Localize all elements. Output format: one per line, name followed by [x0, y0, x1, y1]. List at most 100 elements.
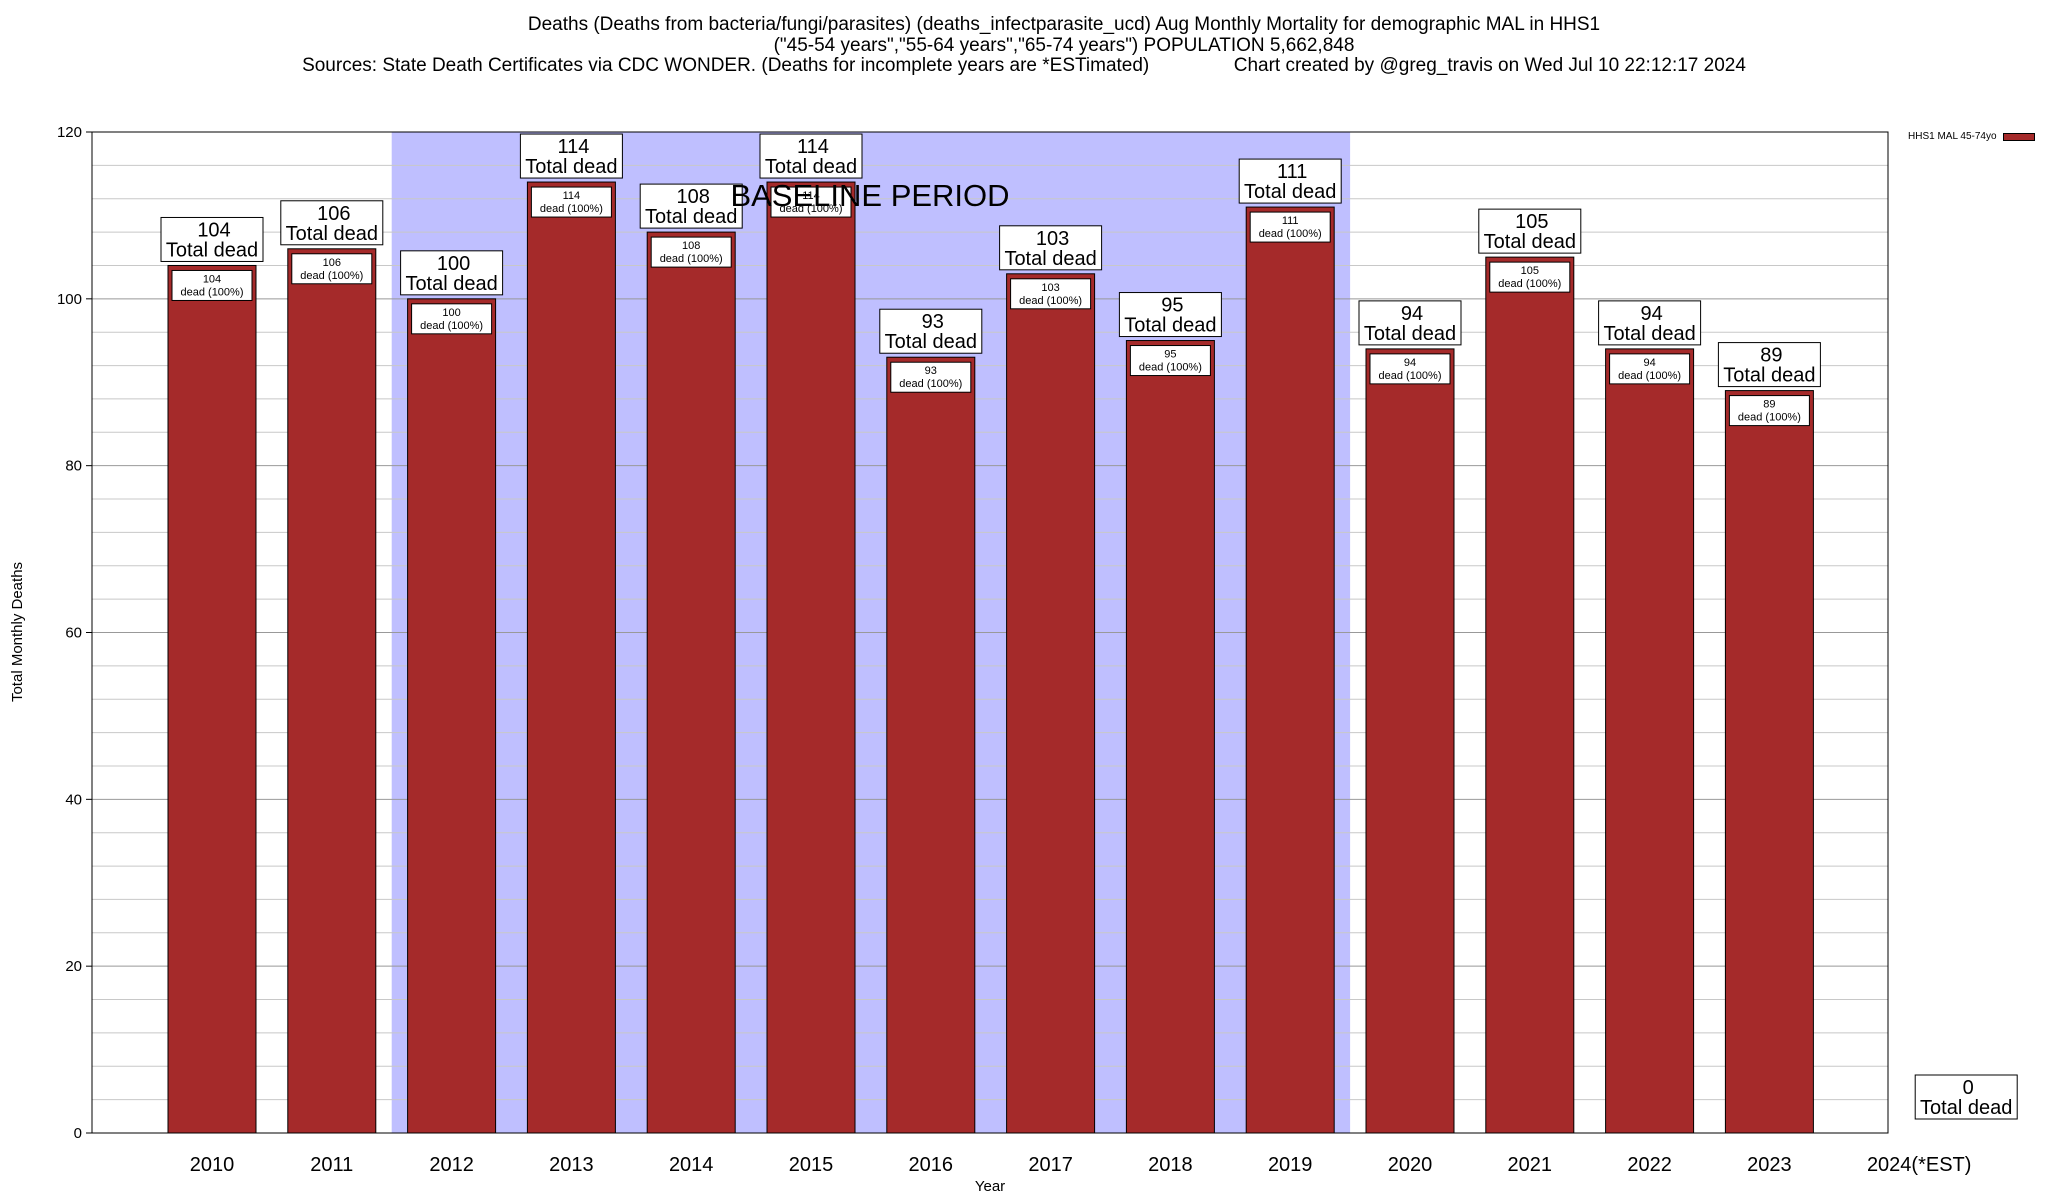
- bar-total-value: 114: [797, 136, 829, 158]
- y-axis-label: Total Monthly Deaths: [9, 562, 26, 702]
- bar-total-label-box: [1238, 158, 1342, 204]
- legend-swatch: [2002, 132, 2035, 141]
- bar-inner-label-box: [291, 253, 373, 285]
- bar-inner-label-box: [1728, 395, 1810, 427]
- bar-inner-label-box: [171, 269, 253, 301]
- bar-total-value: 94: [1640, 303, 1662, 325]
- x-tick-label: 2018: [1148, 1154, 1193, 1176]
- bar-inner-label-box: [770, 186, 852, 218]
- x-tick-label: 2015: [789, 1154, 834, 1176]
- bar: [1485, 256, 1575, 1134]
- plot-frame: [91, 131, 1889, 1134]
- bar-inner-label-box: [1609, 353, 1691, 385]
- bar-total-value: 95: [1161, 295, 1183, 317]
- bar-inner-suffix: dead (100%): [899, 378, 962, 390]
- bar-total-label-box: [879, 308, 983, 354]
- bar-total-label-box: [1478, 208, 1582, 254]
- bar-inner-suffix: dead (100%): [181, 286, 244, 298]
- bar-inner-value: 94: [1643, 357, 1655, 369]
- bar-inner-suffix: dead (100%): [660, 253, 723, 265]
- bar-inner-suffix: dead (100%): [1738, 412, 1801, 424]
- bar-inner-suffix: dead (100%): [1498, 278, 1561, 290]
- bar-inner-suffix: dead (100%): [780, 203, 843, 215]
- bar-total-value: 104: [197, 219, 230, 241]
- bar-inner-value: 95: [1164, 349, 1176, 361]
- bar-inner-label-box: [1369, 353, 1451, 385]
- y-tick-label: 0: [74, 1125, 82, 1142]
- bar-inner-suffix: dead (100%): [1379, 370, 1442, 382]
- bar-inner-label-box: [890, 361, 972, 393]
- bar-total-label-box: [1717, 342, 1821, 388]
- bar-inner-suffix: dead (100%): [1618, 370, 1681, 382]
- bar-total-label-box: [400, 250, 504, 296]
- bar-inner-label-box: [1489, 261, 1571, 293]
- bar-total-suffix: Total dead: [1484, 231, 1576, 253]
- bar-inner-value: 111: [1282, 215, 1299, 227]
- bar-total-suffix: Total dead: [405, 273, 497, 295]
- legend-label: HHS1 MAL 45-74yo: [1908, 131, 1997, 142]
- bar-total-value: 105: [1515, 211, 1548, 233]
- bar-inner-label-box: [650, 236, 732, 268]
- bar-inner-label-box: [530, 186, 612, 218]
- bar-inner-value: 114: [802, 190, 820, 202]
- bar-total-suffix: Total dead: [1004, 248, 1096, 270]
- bar: [1006, 273, 1096, 1134]
- x-tick-label: 2013: [549, 1154, 594, 1176]
- bar-total-value: 89: [1760, 345, 1782, 367]
- bar-inner-value: 104: [203, 273, 221, 285]
- bar: [1605, 348, 1695, 1134]
- bar-total-label-box: [280, 200, 384, 246]
- bar-total-suffix: Total dead: [1124, 315, 1216, 337]
- bar-total-suffix: Total dead: [765, 156, 857, 178]
- x-tick-label: 2022: [1627, 1154, 1672, 1176]
- bar-total-value: 103: [1036, 228, 1069, 250]
- bar-total-value: 108: [677, 186, 710, 208]
- bar-total-suffix: Total dead: [525, 156, 617, 178]
- bar-total-label-box: [1914, 1074, 2018, 1120]
- bar-inner-value: 94: [1404, 357, 1416, 369]
- y-tick-label: 80: [65, 458, 82, 475]
- bar: [1365, 348, 1455, 1134]
- bar: [1724, 390, 1814, 1134]
- x-tick-label: 2023: [1747, 1154, 1792, 1176]
- x-tick-label: 2016: [909, 1154, 954, 1176]
- y-tick-label: 60: [65, 625, 82, 642]
- bar-inner-suffix: dead (100%): [1139, 362, 1202, 374]
- bar: [287, 248, 377, 1134]
- bar-total-suffix: Total dead: [1920, 1097, 2012, 1119]
- bar-total-label-box: [759, 133, 863, 179]
- x-tick-label: 2020: [1388, 1154, 1433, 1176]
- bar-total-suffix: Total dead: [1723, 365, 1815, 387]
- x-tick-label: 2010: [190, 1154, 235, 1176]
- bar-inner-value: 100: [442, 307, 460, 319]
- bar: [1245, 206, 1335, 1134]
- bar-inner-label-box: [1010, 278, 1092, 310]
- bar-total-suffix: Total dead: [885, 331, 977, 353]
- bar-total-label-box: [1358, 300, 1462, 346]
- x-tick-label: 2024(*EST): [1867, 1154, 1972, 1176]
- bar-total-suffix: Total dead: [1244, 181, 1336, 203]
- bar: [886, 356, 976, 1134]
- bar-total-value: 0: [1963, 1077, 1974, 1099]
- bar: [407, 298, 497, 1134]
- bar: [646, 231, 736, 1134]
- bar-inner-value: 114: [563, 190, 581, 202]
- y-tick-label: 40: [65, 791, 82, 808]
- bar-inner-suffix: dead (100%): [540, 203, 603, 215]
- bar: [167, 264, 257, 1134]
- bar-total-suffix: Total dead: [166, 239, 258, 261]
- chart-title-line1: Deaths (Deaths from bacteria/fungi/paras…: [527, 14, 1601, 35]
- x-axis-label: Year: [975, 1178, 1005, 1195]
- x-tick-label: 2017: [1028, 1154, 1073, 1176]
- y-tick-label: 20: [65, 958, 82, 975]
- y-tick-label: 100: [57, 291, 82, 308]
- x-tick-label: 2014: [669, 1154, 714, 1176]
- bar-total-label-box: [160, 216, 264, 262]
- bar-inner-value: 93: [925, 365, 937, 377]
- bar-total-suffix: Total dead: [286, 223, 378, 245]
- legend: HHS1 MAL 45-74yo: [1908, 131, 2035, 142]
- bar-inner-label-box: [1129, 345, 1211, 377]
- bar-total-value: 100: [437, 253, 470, 275]
- bar-inner-label-box: [1249, 211, 1331, 243]
- bar-inner-suffix: dead (100%): [1019, 295, 1082, 307]
